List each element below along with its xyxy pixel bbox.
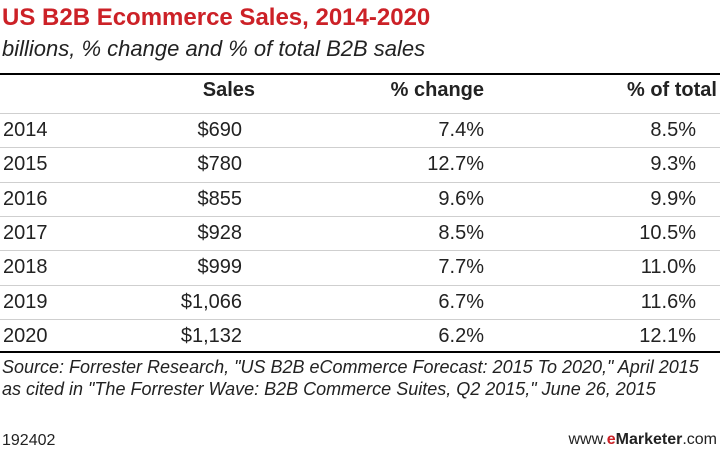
brand-suffix: .com	[682, 431, 717, 448]
row-divider	[0, 285, 720, 286]
source-note: Source: Forrester Research, "US B2B eCom…	[2, 357, 699, 399]
cell-total: 9.3%	[650, 153, 696, 175]
cell-sales: $928	[197, 222, 243, 244]
cell-year: 2018	[3, 256, 48, 278]
row-divider	[0, 113, 720, 114]
brand-prefix: www.	[568, 431, 607, 448]
chart-subtitle: billions, % change and % of total B2B sa…	[2, 36, 426, 61]
cell-sales: $1,132	[180, 325, 242, 347]
cell-sales: $999	[197, 256, 243, 278]
cell-total: 11.0%	[640, 256, 696, 278]
cell-total: 9.9%	[650, 188, 696, 210]
cell-sales: $690	[197, 119, 243, 141]
cell-year: 2015	[3, 153, 48, 175]
row-divider	[0, 182, 720, 183]
cell-year: 2014	[3, 119, 48, 141]
cell-year: 2016	[3, 188, 48, 210]
column-header-sales: Sales	[202, 79, 255, 101]
cell-year: 2020	[3, 325, 48, 347]
row-divider	[0, 250, 720, 251]
brand-e: e	[606, 431, 616, 448]
cell-total: 12.1%	[639, 325, 696, 347]
brand-logo: www.eMarketer.com	[568, 431, 717, 449]
table-bottom-rule	[0, 351, 720, 353]
table-top-rule	[0, 73, 720, 75]
row-divider	[0, 319, 720, 320]
cell-total: 8.5%	[650, 119, 696, 141]
cell-sales: $1,066	[180, 291, 242, 313]
row-divider	[0, 216, 720, 217]
cell-total: 10.5%	[639, 222, 696, 244]
cell-change: 6.2%	[438, 325, 484, 347]
brand-name: Marketer	[615, 431, 683, 448]
column-header-total: % of total	[627, 79, 717, 101]
cell-total: 11.6%	[640, 291, 696, 313]
cell-change: 7.7%	[438, 256, 484, 278]
cell-change: 6.7%	[438, 291, 484, 313]
chart-id: 192402	[2, 432, 56, 449]
chart-title: US B2B Ecommerce Sales, 2014-2020	[2, 4, 431, 31]
cell-change: 8.5%	[438, 222, 484, 244]
cell-change: 7.4%	[438, 119, 484, 141]
column-header-change: % change	[390, 79, 484, 101]
cell-year: 2017	[3, 222, 48, 244]
cell-change: 12.7%	[427, 153, 484, 175]
cell-sales: $780	[197, 153, 243, 175]
row-divider	[0, 147, 720, 148]
cell-change: 9.6%	[438, 188, 484, 210]
cell-year: 2019	[3, 291, 48, 313]
cell-sales: $855	[197, 188, 243, 210]
